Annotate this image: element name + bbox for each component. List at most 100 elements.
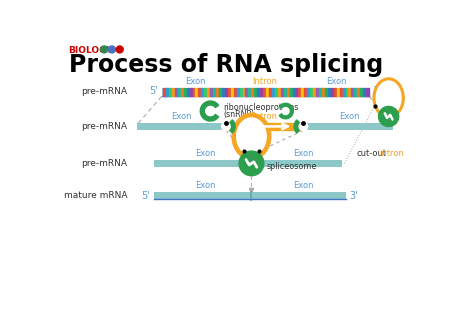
- Bar: [281, 88, 283, 96]
- Bar: [226, 123, 303, 130]
- Bar: [163, 88, 165, 96]
- Bar: [247, 159, 255, 162]
- Text: cut-out: cut-out: [356, 149, 386, 158]
- Text: spliceosome: spliceosome: [266, 162, 317, 171]
- Bar: [184, 88, 186, 96]
- Bar: [278, 88, 280, 96]
- Bar: [331, 88, 333, 96]
- Text: 3': 3': [349, 191, 358, 201]
- Bar: [351, 88, 354, 96]
- Bar: [284, 88, 286, 96]
- Bar: [207, 88, 210, 96]
- Bar: [204, 88, 207, 96]
- Bar: [246, 88, 248, 96]
- Bar: [213, 88, 216, 96]
- Bar: [337, 88, 339, 96]
- Wedge shape: [226, 120, 235, 133]
- Text: Intron: Intron: [252, 77, 277, 86]
- Text: Process of RNA splicing: Process of RNA splicing: [69, 53, 383, 77]
- Bar: [292, 88, 295, 96]
- Bar: [340, 88, 342, 96]
- Text: pre-mRNA: pre-mRNA: [82, 159, 128, 168]
- Bar: [322, 88, 325, 96]
- Circle shape: [239, 151, 264, 176]
- Bar: [190, 88, 192, 96]
- Bar: [175, 88, 177, 96]
- Bar: [304, 88, 307, 96]
- Bar: [219, 88, 221, 96]
- Circle shape: [100, 46, 108, 53]
- Bar: [313, 88, 316, 96]
- Bar: [154, 159, 342, 167]
- Bar: [328, 88, 330, 96]
- Text: ribonucleoproteins: ribonucleoproteins: [224, 103, 299, 112]
- Bar: [357, 88, 360, 96]
- Bar: [248, 88, 251, 96]
- Text: pre-mRNA: pre-mRNA: [82, 122, 128, 131]
- Bar: [234, 88, 236, 96]
- Bar: [301, 88, 304, 96]
- Text: Exon: Exon: [340, 112, 360, 121]
- Bar: [275, 88, 277, 96]
- Bar: [257, 88, 260, 96]
- Text: Exon: Exon: [195, 181, 215, 190]
- Circle shape: [282, 108, 289, 115]
- Ellipse shape: [237, 118, 266, 155]
- Bar: [287, 88, 289, 96]
- Bar: [240, 88, 242, 96]
- Bar: [334, 88, 336, 96]
- Bar: [266, 88, 269, 96]
- Bar: [366, 88, 369, 96]
- Wedge shape: [201, 101, 219, 121]
- Bar: [295, 88, 298, 96]
- Bar: [346, 88, 348, 96]
- Bar: [260, 88, 263, 96]
- Text: intron: intron: [379, 149, 404, 158]
- Bar: [187, 88, 189, 96]
- Bar: [216, 88, 219, 96]
- Circle shape: [116, 46, 123, 53]
- Text: BIOLOGY: BIOLOGY: [69, 46, 113, 55]
- Text: Exon: Exon: [327, 77, 347, 86]
- Ellipse shape: [232, 113, 271, 159]
- Bar: [154, 192, 346, 200]
- Bar: [319, 88, 321, 96]
- Bar: [225, 88, 228, 96]
- Text: Exon: Exon: [293, 149, 314, 158]
- Bar: [181, 88, 183, 96]
- Text: Exon: Exon: [172, 112, 192, 121]
- Bar: [210, 88, 213, 96]
- Bar: [316, 88, 319, 96]
- Ellipse shape: [376, 81, 401, 115]
- Bar: [228, 88, 230, 96]
- Bar: [201, 88, 204, 96]
- Bar: [269, 88, 272, 96]
- Bar: [231, 88, 233, 96]
- Text: mature mRNA: mature mRNA: [64, 191, 128, 200]
- Text: Exon: Exon: [195, 149, 215, 158]
- Circle shape: [206, 107, 215, 116]
- Bar: [178, 88, 180, 96]
- Bar: [251, 88, 254, 96]
- Bar: [192, 88, 195, 96]
- Bar: [263, 88, 265, 96]
- Bar: [299, 88, 301, 96]
- Text: 3': 3': [373, 86, 381, 96]
- Bar: [199, 88, 201, 96]
- Bar: [137, 123, 392, 130]
- Bar: [290, 88, 292, 96]
- Text: 5': 5': [149, 86, 158, 96]
- Bar: [162, 88, 369, 96]
- Bar: [169, 88, 172, 96]
- Circle shape: [222, 122, 230, 131]
- Circle shape: [299, 122, 308, 131]
- Text: 5': 5': [141, 191, 150, 201]
- Bar: [195, 88, 198, 96]
- Wedge shape: [279, 103, 293, 119]
- Bar: [363, 88, 365, 96]
- Text: pre-mRNA: pre-mRNA: [82, 87, 128, 96]
- Bar: [343, 88, 345, 96]
- Text: Intron: Intron: [252, 112, 277, 121]
- Bar: [166, 88, 169, 96]
- Bar: [325, 88, 328, 96]
